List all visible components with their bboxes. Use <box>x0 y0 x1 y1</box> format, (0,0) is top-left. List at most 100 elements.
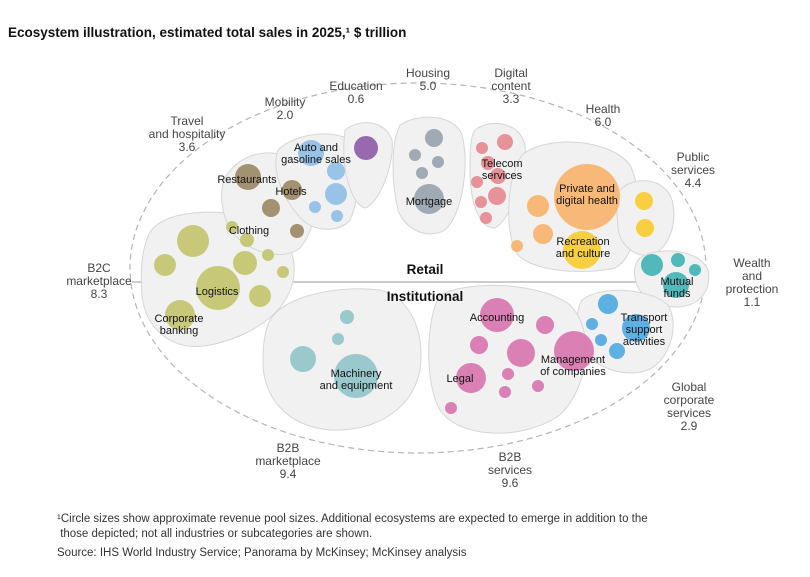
bubble-digital-25 <box>476 142 488 154</box>
bubble-wealth-42 <box>689 264 701 276</box>
subcategory-label-telecom: Telecom services <box>482 158 523 182</box>
ecosystem-label-global: Global corporate services 2.9 <box>664 380 715 433</box>
subcategory-label-transport: Transport support activities <box>621 312 668 348</box>
bubble-digital-29 <box>471 176 483 188</box>
subcategory-label-corporate: Corporate banking <box>155 313 204 337</box>
bubble-mobility-16 <box>325 183 347 205</box>
bubble-housing-24 <box>414 184 444 214</box>
bubble-digital-26 <box>497 134 513 150</box>
subcategory-label-management: Management of companies <box>540 354 606 378</box>
subcategory-label-auto: Auto and gasoline sales <box>281 142 351 166</box>
bubble-b2c-6 <box>196 266 240 310</box>
bubble-health-33 <box>554 164 620 230</box>
bubble-travel-10 <box>235 164 261 190</box>
bubble-education-19 <box>354 136 378 160</box>
bubble-b2bmkt-60 <box>332 333 344 345</box>
bubble-digital-27 <box>481 156 495 170</box>
subcategory-label-recreation: Recreation and culture <box>556 236 610 260</box>
bubble-health_accent-37 <box>563 231 601 269</box>
subcategory-label-clothing: Clothing <box>229 225 269 237</box>
bubble-travel-11 <box>282 180 302 200</box>
bubble-b2bserv-57 <box>499 386 511 398</box>
bubble-b2c-8 <box>165 300 195 330</box>
subcategory-label-accounting: Accounting <box>470 312 524 324</box>
bubble-digital-30 <box>488 187 506 205</box>
bubble-b2c-5 <box>277 266 289 278</box>
bubble-travel-13 <box>290 224 304 238</box>
bubble-housing-23 <box>416 167 428 179</box>
group-public <box>616 180 675 256</box>
bubble-b2bserv-54 <box>456 363 486 393</box>
bubble-digital-31 <box>475 196 487 208</box>
bubble-b2bserv-52 <box>507 339 535 367</box>
bubble-health-35 <box>533 224 553 244</box>
bubble-global-47 <box>595 334 607 346</box>
bubble-wealth-40 <box>641 254 663 276</box>
bubble-digital-32 <box>480 212 492 224</box>
bubble-b2bserv-51 <box>470 336 488 354</box>
bubble-housing-20 <box>425 129 443 147</box>
bubble-b2bmkt-62 <box>334 354 378 398</box>
revenue-bubbles <box>154 129 701 414</box>
bubble-b2bmkt-59 <box>340 310 354 324</box>
bubble-b2c-9 <box>226 221 238 233</box>
bubble-mobility-18 <box>331 210 343 222</box>
bubble-b2bserv-56 <box>532 380 544 392</box>
bubble-public-39 <box>636 219 654 237</box>
subcategory-label-mortgage: Mortgage <box>406 196 452 208</box>
bubble-mobility-17 <box>309 201 321 213</box>
ecosystem-label-travel: Travel and hospitality 3.6 <box>149 114 226 154</box>
bubble-b2bserv-50 <box>536 316 554 334</box>
ecosystem-label-public: Public services 4.4 <box>671 150 715 190</box>
bubble-global-46 <box>622 314 650 342</box>
ecosystem-label-health: Health 6.0 <box>586 102 621 129</box>
bubble-b2bserv-49 <box>480 298 514 332</box>
subcategory-label-restaurants: Restaurants <box>217 174 277 186</box>
bubble-housing-22 <box>432 156 444 168</box>
ecosystem-label-digital: Digital content 3.3 <box>491 66 531 106</box>
ecosystem-label-b2c: B2C marketplace 8.3 <box>66 261 132 301</box>
bubble-b2bmkt-61 <box>290 346 316 372</box>
bubble-b2c-7 <box>249 285 271 307</box>
bubble-b2bserv-58 <box>445 402 457 414</box>
bubble-public-38 <box>635 192 653 210</box>
subcategory-label-logistics: Logistics <box>196 286 239 298</box>
bubble-mobility-14 <box>298 140 324 166</box>
ecosystem-label-wealth: Wealth and protection 1.1 <box>726 256 779 309</box>
source-note: Source: IHS World Industry Service; Pano… <box>57 547 467 559</box>
bubble-global-44 <box>598 294 618 314</box>
ecosystem-label-mobility: Mobility 2.0 <box>265 95 306 122</box>
ecosystem-label-b2bmkt: B2B marketplace 9.4 <box>255 441 321 481</box>
institutional-label: Institutional <box>387 289 464 304</box>
bubble-b2bserv-55 <box>502 368 514 380</box>
bubble-global-48 <box>609 343 625 359</box>
retail-label: Retail <box>407 262 444 277</box>
bubble-b2c-0 <box>177 225 209 257</box>
ecosystem-labels: B2C marketplace 8.3 Travel and hospitality 3.… <box>66 66 778 490</box>
bubble-housing-21 <box>409 149 421 161</box>
bubble-mobility-15 <box>327 162 345 180</box>
chart-title: Ecosystem illustration, estimated total … <box>8 25 406 40</box>
bubble-wealth-41 <box>671 253 685 267</box>
bubble-travel-12 <box>262 199 280 217</box>
ecosystem-label-education: Education 0.6 <box>329 79 382 106</box>
group-mobility <box>275 133 359 230</box>
ecosystem-label-housing: Housing 5.0 <box>406 66 450 93</box>
bubble-wealth-43 <box>663 272 689 298</box>
ecosystem-label-b2bserv: B2B services 9.6 <box>488 450 532 490</box>
bubble-b2c-4 <box>262 249 274 261</box>
bubble-global-45 <box>586 318 598 330</box>
subcategory-label-private: Private and digital health <box>556 183 618 207</box>
bubble-health-34 <box>527 195 549 217</box>
footnote: ¹Circle sizes show approximate revenue p… <box>57 513 648 540</box>
bubble-b2c-3 <box>233 251 257 275</box>
subcategory-label-machinery: Machinery and equipment <box>320 368 393 392</box>
bubble-b2c-2 <box>240 233 254 247</box>
footer: ¹Circle sizes show approximate revenue p… <box>57 513 648 559</box>
subcategory-label-hotels: Hotels <box>275 186 307 198</box>
bubble-b2c-1 <box>154 254 176 276</box>
bubble-b2bserv-53 <box>554 331 594 371</box>
group-housing <box>392 116 466 235</box>
subcategory-label-legal: Legal <box>447 373 474 385</box>
